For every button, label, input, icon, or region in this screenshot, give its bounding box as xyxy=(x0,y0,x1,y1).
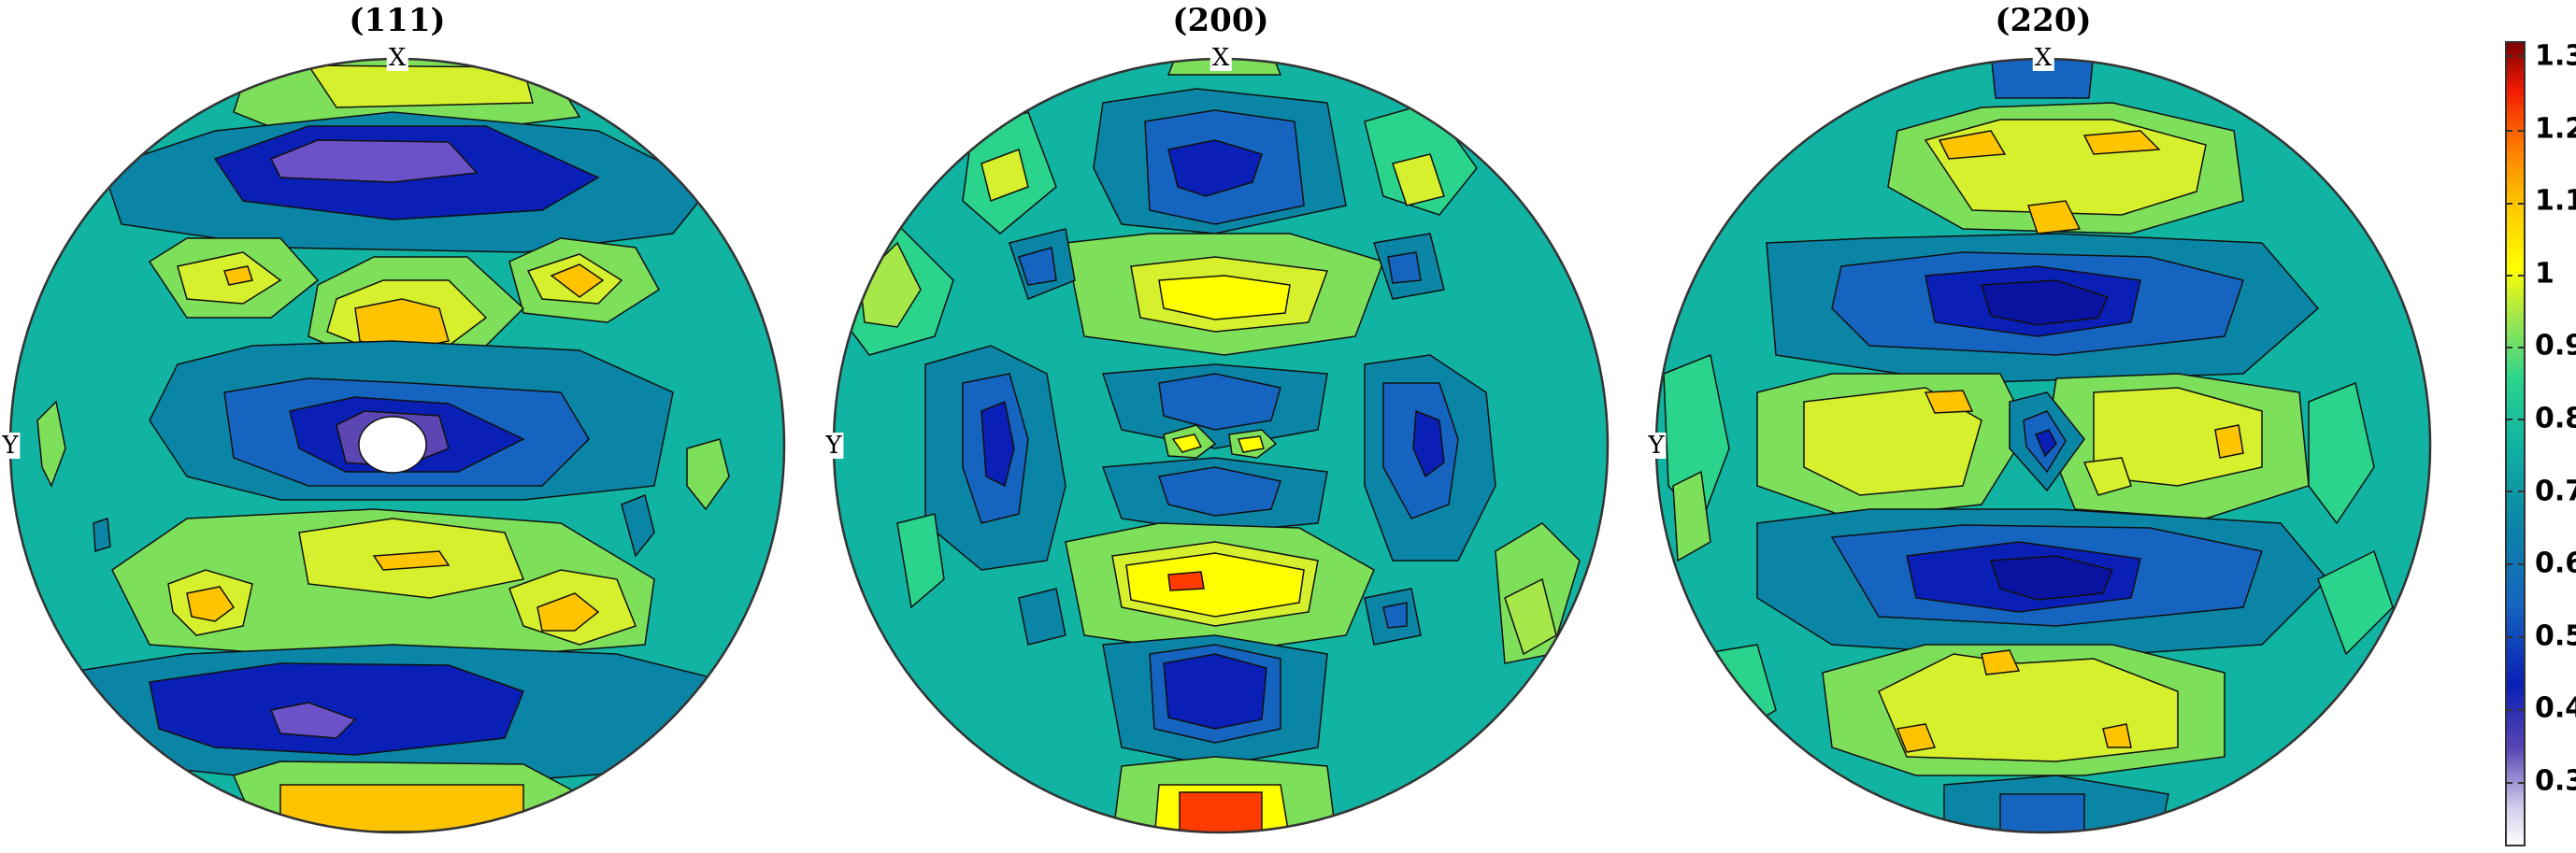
pole-figure-111-y-label: Y xyxy=(0,432,21,460)
colorbar-tick-label: 0.3 xyxy=(2535,764,2576,798)
pole-figure-220-x-label: X xyxy=(2032,44,2054,72)
colorbar-tick-label: 1.1 xyxy=(2535,184,2576,218)
pole-figure-220-y-label: Y xyxy=(1646,432,1667,460)
colorbar-tick-label: 1.2 xyxy=(2535,112,2576,146)
pole-figure-200 xyxy=(834,59,1608,832)
pole-figure-200-x-label: X xyxy=(1209,44,1232,72)
colorbar-tick-label: 1 xyxy=(2535,257,2555,291)
pole-figure-111-title: (111) xyxy=(349,2,446,39)
colorbar-tick-label: 0.5 xyxy=(2535,619,2576,653)
pole-figure-200-title: (200) xyxy=(1172,2,1269,39)
pole-figure-111-x-label: X xyxy=(386,44,408,72)
colorbar-tick-label: 0.8 xyxy=(2535,402,2576,435)
pole-figure-220-title: (220) xyxy=(1995,2,2092,39)
pole-figure-200-y-label: Y xyxy=(823,432,844,460)
colorbar-tick-label: 1.3 xyxy=(2535,39,2576,73)
colorbar-tick-label: 0.6 xyxy=(2535,547,2576,580)
colorbar xyxy=(2505,41,2526,846)
pole-figure-220 xyxy=(1656,59,2430,832)
colorbar-tick-label: 0.4 xyxy=(2535,691,2576,725)
colorbar-tick-label: 0.7 xyxy=(2535,475,2576,508)
pole-figure-111 xyxy=(10,59,784,832)
colorbar-tick-label: 0.9 xyxy=(2535,329,2576,363)
